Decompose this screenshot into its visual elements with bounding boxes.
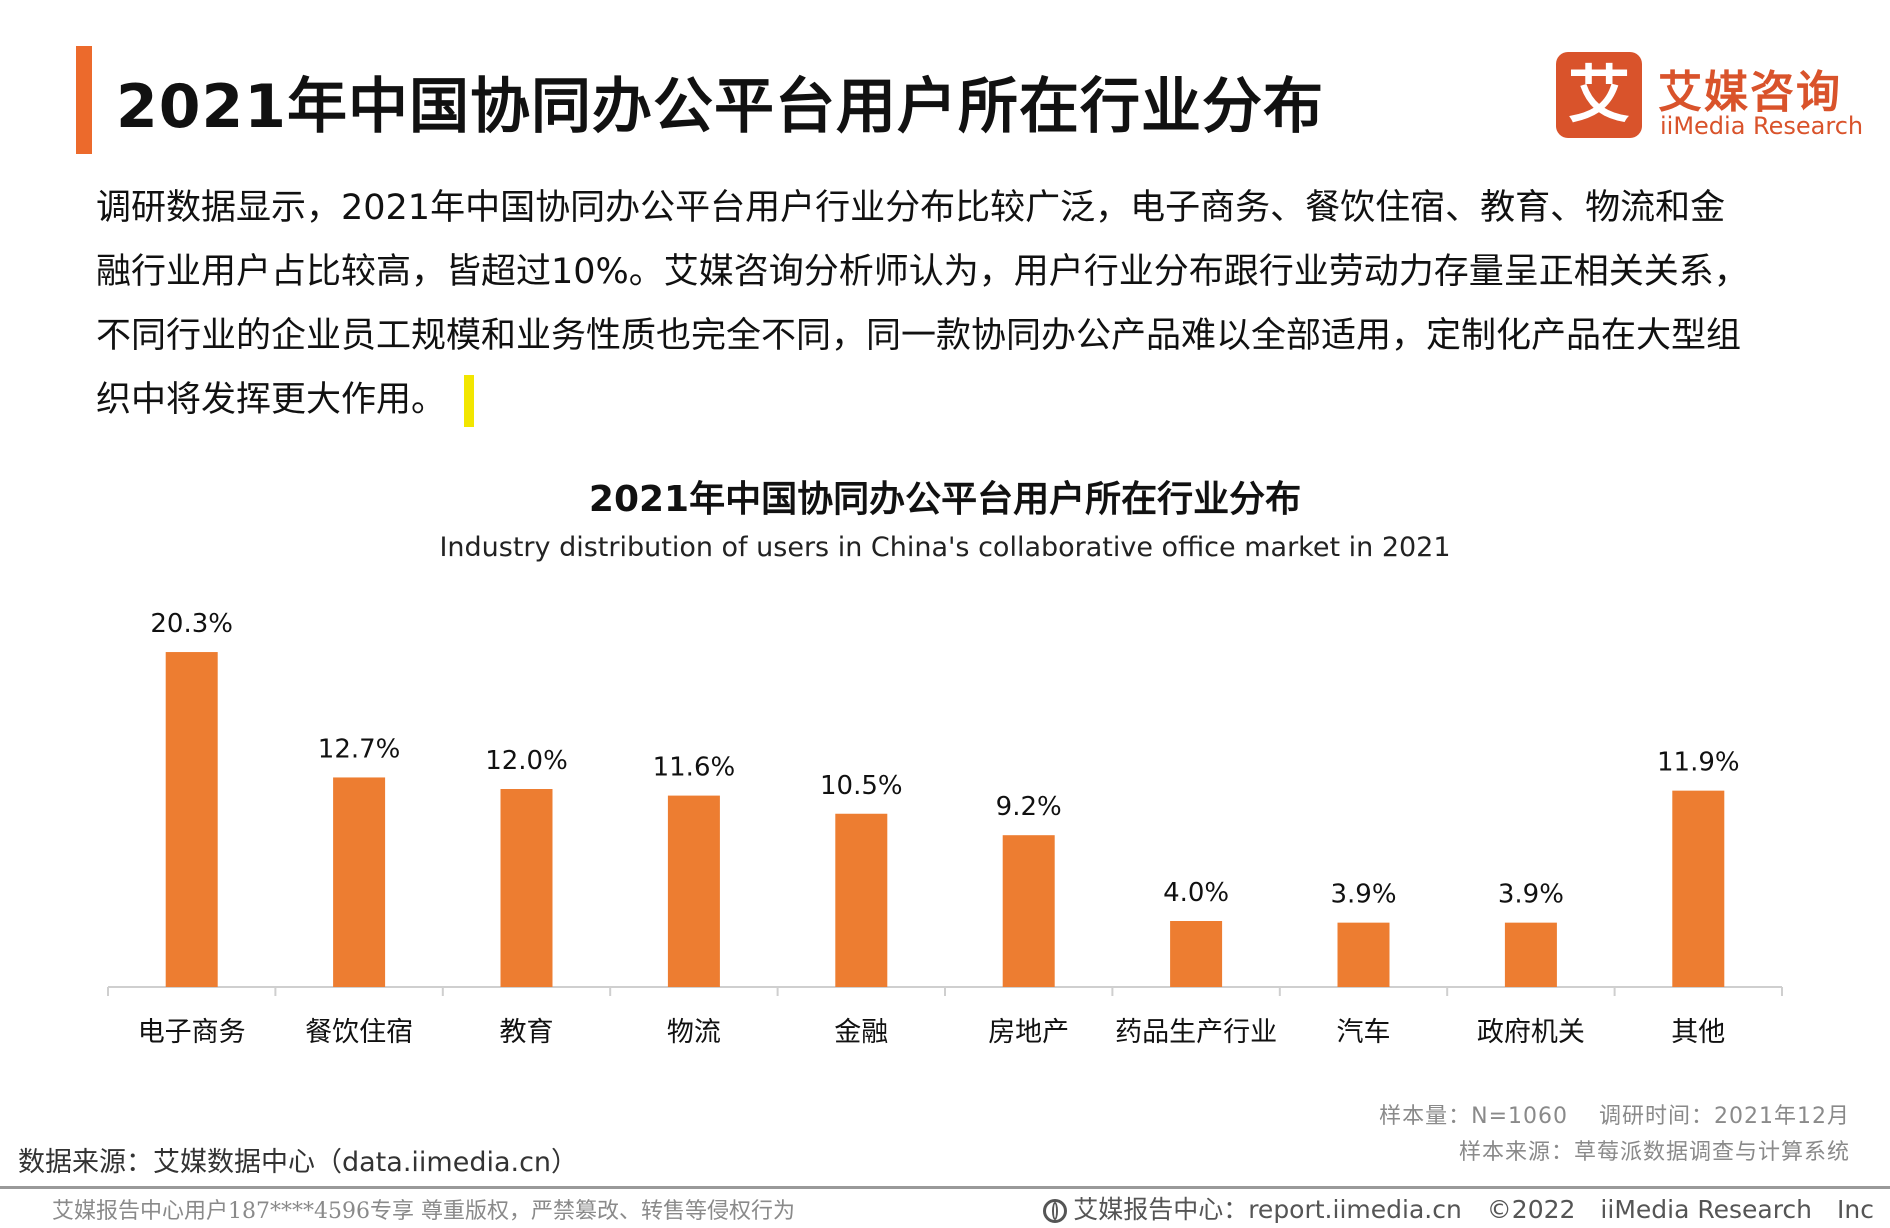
intro-line: 融行业用户占比较高，皆超过10%。艾媒咨询分析师认为，用户行业分布跟行业劳动力存… <box>96 252 1749 292</box>
bar-6 <box>1002 835 1055 987</box>
data-source: 数据来源：艾媒数据中心（data.iimedia.cn） <box>18 1147 579 1178</box>
x-tick-label: 餐饮住宿 <box>305 1017 413 1048</box>
intro-line: 调研数据显示，2021年中国协同办公平台用户行业分布比较广泛，电子商务、餐饮住宿… <box>96 188 1726 228</box>
title-accent-bar <box>76 46 92 154</box>
bar-1 <box>165 652 218 987</box>
logo-name-cn: 艾媒咨询 <box>1658 67 1842 118</box>
x-tick-label: 金融 <box>834 1017 888 1048</box>
footer-report-center: 艾媒报告中心：report.iimedia.cn ©2022 iiMedia R… <box>1043 1190 1874 1226</box>
data-label: 12.0% <box>485 746 568 776</box>
bar-3 <box>500 789 553 987</box>
data-label: 3.9% <box>1330 880 1396 910</box>
bar-9 <box>1504 922 1557 987</box>
x-tick-label: 其他 <box>1671 1017 1725 1048</box>
bar-2 <box>333 777 386 987</box>
footer-report-center-text: 艾媒报告中心：report.iimedia.cn ©2022 iiMedia R… <box>1073 1195 1874 1224</box>
x-tick-label: 教育 <box>500 1017 554 1048</box>
bar-chart: 20.3% 电子商务 12.7% 餐饮住宿 12.0% 教育 11.6% 物流 10.5% 金融 9… <box>107 609 1783 1048</box>
bar-4 <box>667 795 720 987</box>
chart-title: 2021年中国协同办公平台用户所在行业分布 <box>588 479 1302 520</box>
data-label: 20.3% <box>150 609 233 639</box>
x-tick-label: 电子商务 <box>138 1017 246 1048</box>
data-label: 12.7% <box>318 734 401 764</box>
intro-paragraph: 调研数据显示，2021年中国协同办公平台用户行业分布比较广泛，电子商务、餐饮住宿… <box>96 176 1796 432</box>
bar-5 <box>835 813 888 987</box>
x-tick-label: 政府机关 <box>1477 1017 1585 1048</box>
intro-line: 不同行业的企业员工规模和业务性质也完全不同，同一款协同办公产品难以全部适用，定制… <box>96 316 1742 356</box>
chart-subtitle: Industry distribution of users in China'… <box>439 532 1451 563</box>
data-label: 11.9% <box>1657 748 1740 778</box>
logo-name-en: iiMedia Research <box>1660 112 1864 140</box>
x-tick-label: 汽车 <box>1337 1017 1391 1048</box>
sample-size-info: 样本量：N=1060 调研时间：2021年12月 <box>1379 1104 1850 1129</box>
data-label: 11.6% <box>653 753 736 783</box>
bar-10 <box>1672 790 1725 987</box>
intro-line: 织中将发挥更大作用。 <box>96 368 1796 432</box>
sample-source-info: 样本来源：草莓派数据调查与计算系统 <box>1458 1140 1850 1165</box>
data-label: 3.9% <box>1498 880 1564 910</box>
intro-line-text: 织中将发挥更大作用。 <box>96 380 447 420</box>
x-tick-label: 药品生产行业 <box>1115 1017 1277 1048</box>
page-title: 2021年中国协同办公平台用户所在行业分布 <box>116 72 1324 142</box>
data-label: 4.0% <box>1163 878 1229 908</box>
text-cursor-highlight <box>464 375 475 427</box>
x-tick-label: 房地产 <box>988 1017 1069 1048</box>
iimedia-logo-icon: 艾 <box>1556 52 1642 138</box>
bar-7 <box>1170 921 1223 987</box>
bar-8 <box>1337 922 1390 987</box>
data-label: 9.2% <box>996 792 1062 822</box>
globe-icon <box>1043 1199 1068 1223</box>
x-tick-label: 物流 <box>667 1017 721 1048</box>
data-label: 10.5% <box>820 771 903 801</box>
footer-copyright-notice: 艾媒报告中心用户187****4596专享 尊重版权，严禁篡改、转售等侵权行为 <box>52 1199 795 1224</box>
footer-divider <box>0 1186 1890 1189</box>
